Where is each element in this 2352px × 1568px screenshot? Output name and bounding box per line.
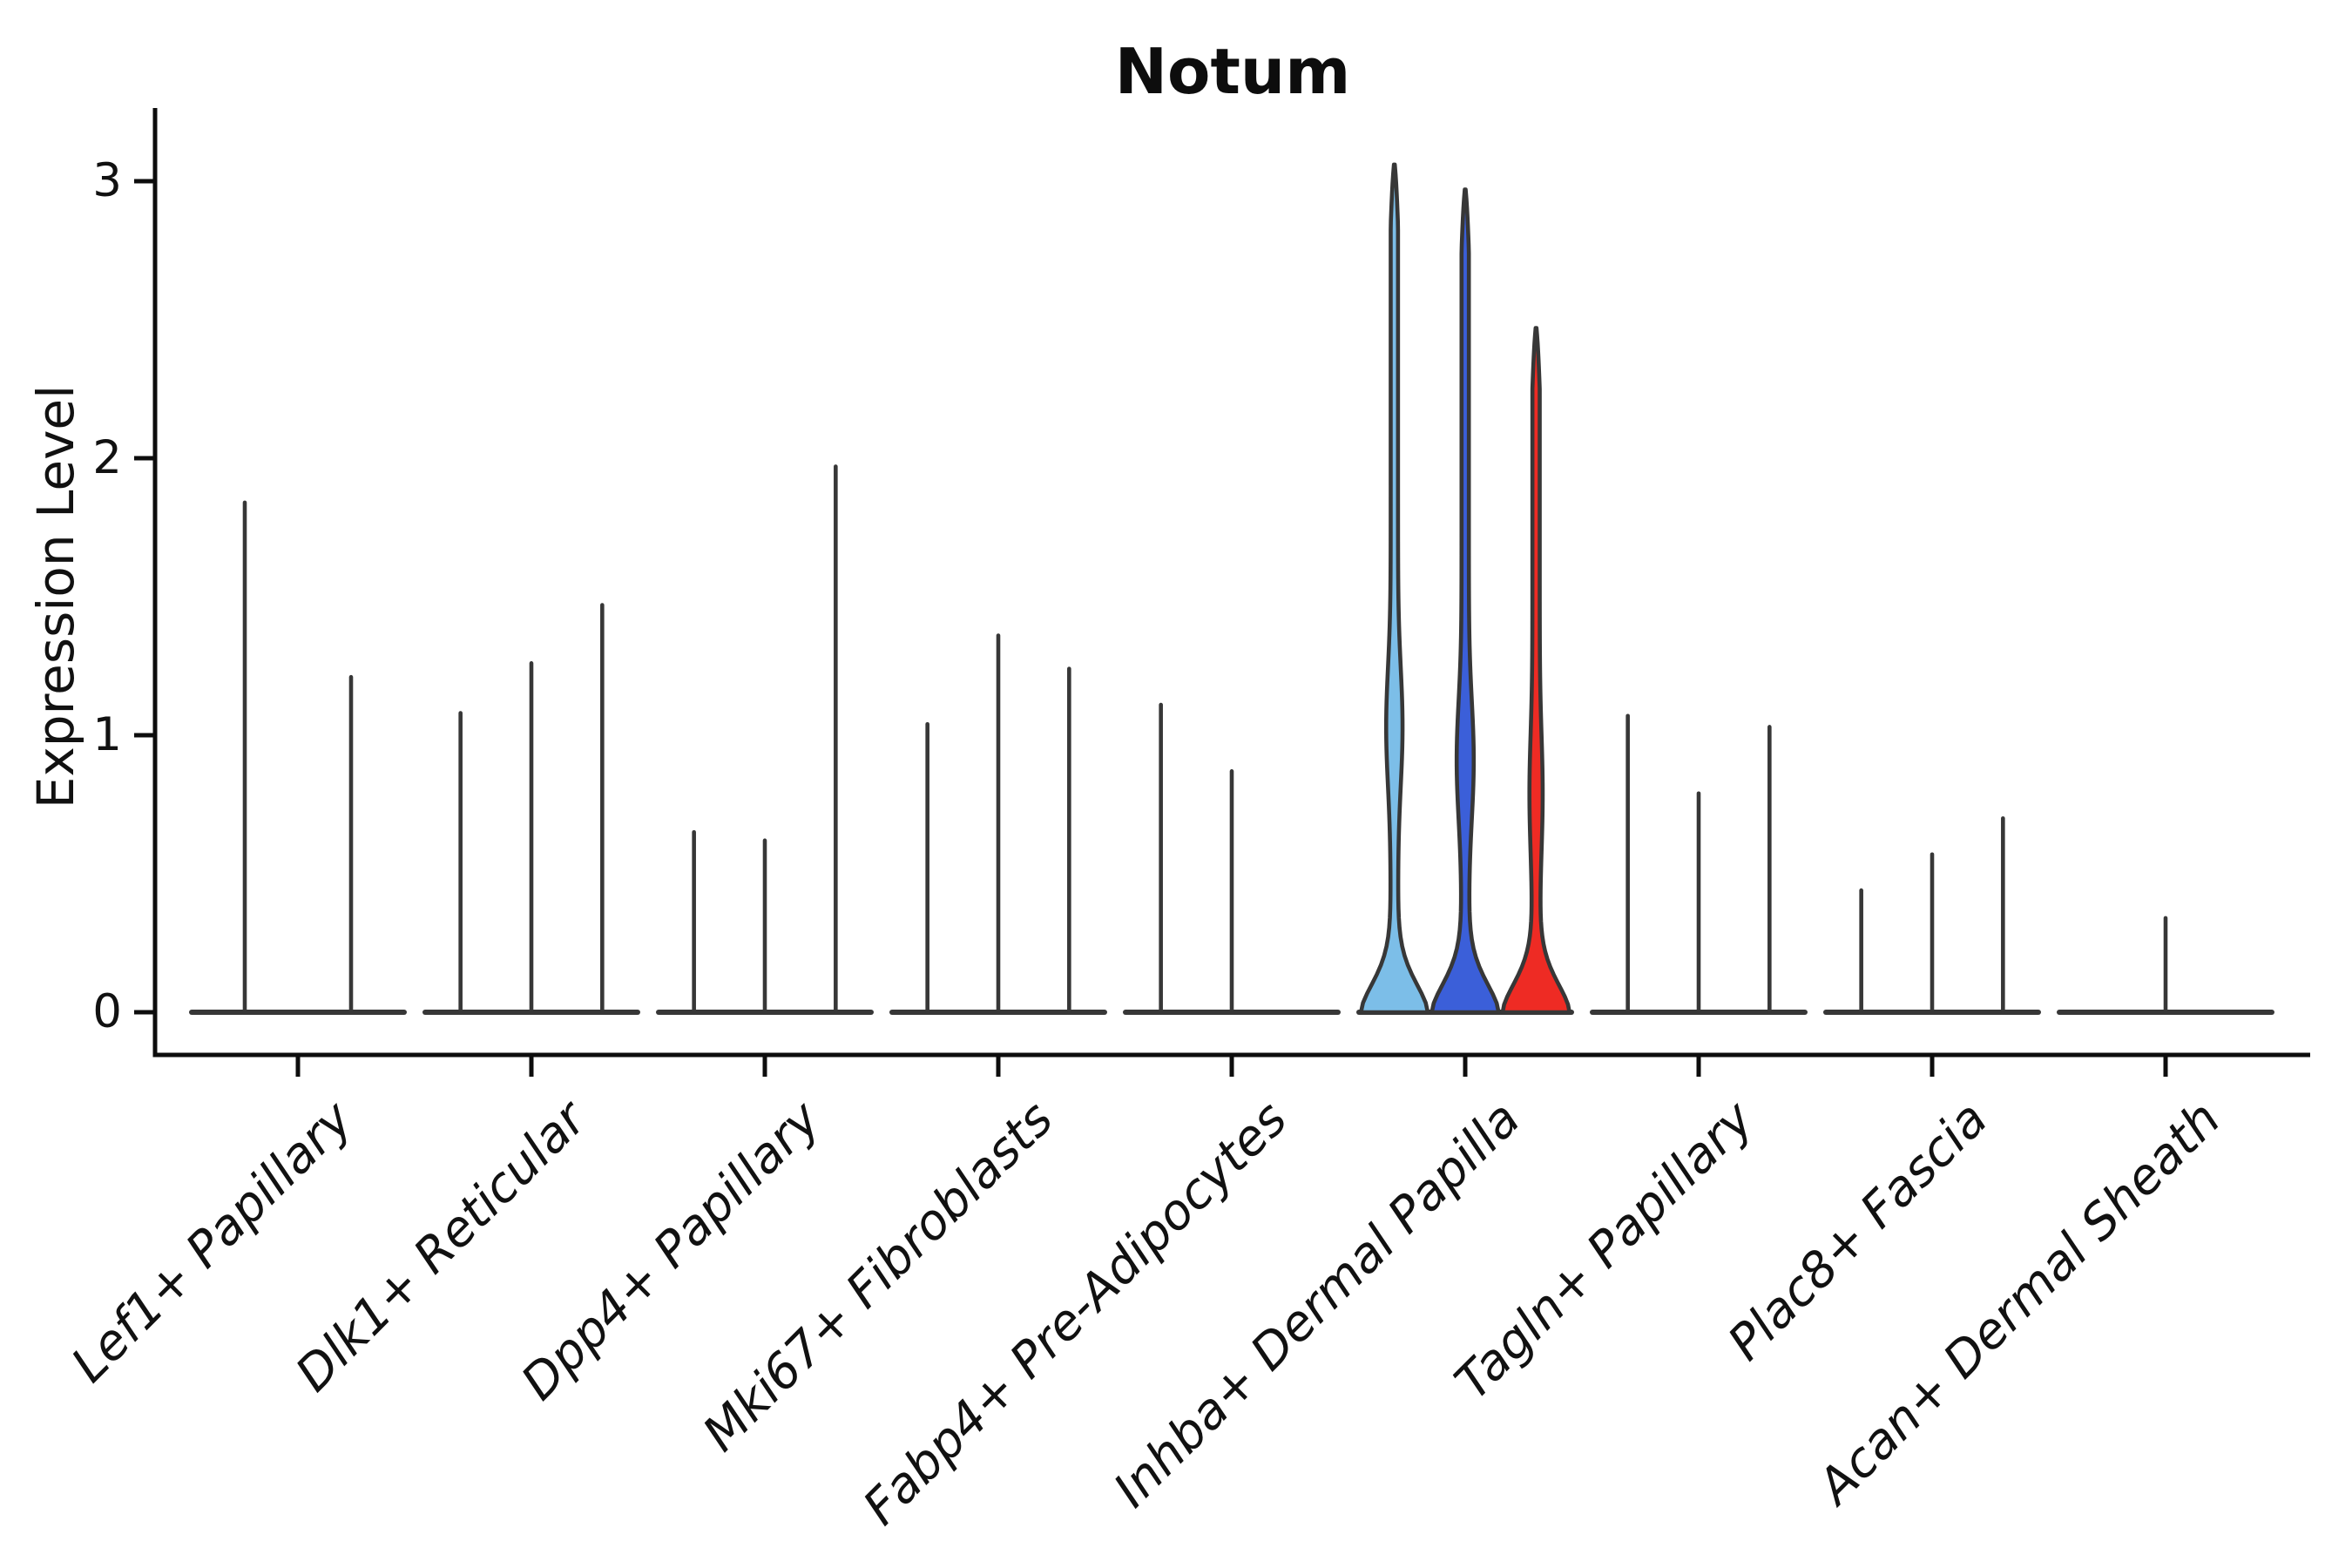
violin-body	[1359, 162, 1430, 1015]
violin-body	[1500, 326, 1571, 1015]
violin-body	[1429, 187, 1501, 1015]
y-tick-label: 0	[92, 985, 122, 1038]
y-tick-label: 3	[92, 154, 122, 207]
chart-title: Notum	[1114, 35, 1351, 108]
y-tick-label: 2	[92, 431, 122, 484]
y-tick-label: 1	[92, 708, 122, 761]
